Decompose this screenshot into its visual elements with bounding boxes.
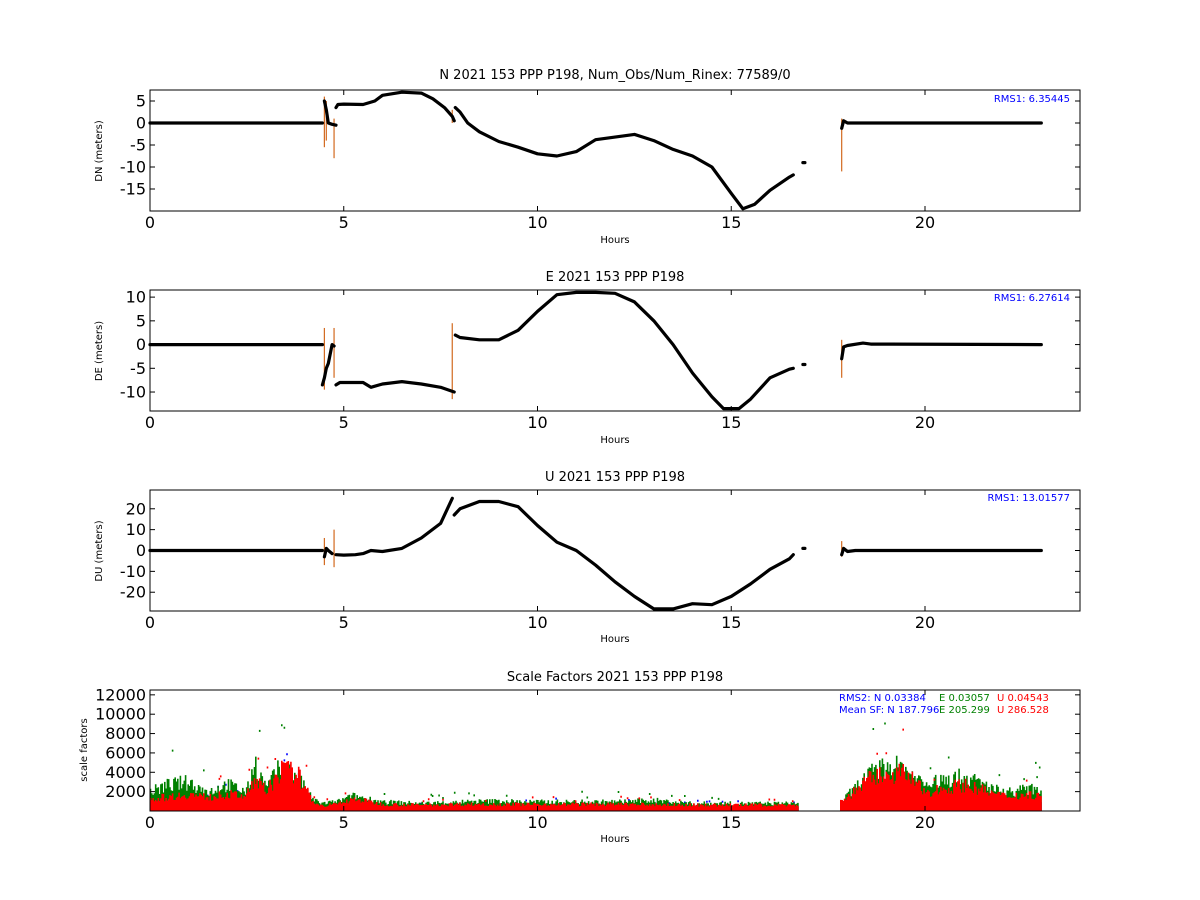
panel-east: E 2021 153 PPP P198 0 5 10 15 20 10 5 0 -5 -10 H… (94, 270, 1081, 446)
y-axis-label: DU (meters) (94, 520, 105, 581)
rms-annotation: RMS1: 13.01577 (987, 493, 1070, 504)
y-tick-label: -10 (120, 158, 146, 177)
position-series-segment (320, 343, 336, 387)
x-ticks: 0 5 10 15 20 (145, 290, 935, 432)
y-ticks: 10 5 0 -5 -10 (120, 288, 1080, 402)
y-tick-label: 20 (126, 499, 146, 518)
panel-title: Scale Factors 2021 153 PPP P198 (507, 670, 723, 685)
plot-frame (149, 89, 1081, 212)
y-axis-label: DN (meters) (94, 120, 105, 182)
position-series-segment (453, 106, 795, 211)
plot-frame (149, 689, 1081, 812)
y-tick-label: 2000 (105, 782, 146, 801)
rms-annotation: RMS1: 6.35445 (994, 94, 1070, 105)
rms-annotation: RMS1: 6.27614 (994, 293, 1070, 304)
x-tick-label: 0 (145, 213, 155, 232)
x-ticks: 0 5 10 15 20 (145, 490, 935, 632)
x-tick-label: 10 (527, 413, 547, 432)
y-tick-label: -15 (120, 180, 146, 199)
x-tick-label: 0 (145, 413, 155, 432)
x-tick-label: 10 (527, 813, 547, 832)
position-series-segment (453, 290, 795, 411)
x-tick-label: 15 (721, 813, 741, 832)
position-series-segment (452, 499, 795, 611)
y-tick-label: -5 (130, 359, 146, 378)
y-tick-label: 6000 (105, 743, 146, 762)
mean-sf-u-annotation: U 286.528 (997, 705, 1049, 716)
y-tick-label: 12000 (95, 685, 146, 704)
y-axis-label: DE (meters) (94, 321, 105, 381)
y-ticks: 5 0 -5 -10 -15 (120, 92, 1080, 199)
x-tick-label: 15 (721, 213, 741, 232)
x-axis-label: Hours (600, 435, 629, 446)
x-axis-label: Hours (600, 634, 629, 645)
panel-title: U 2021 153 PPP P198 (545, 470, 685, 485)
plot-frame (149, 289, 1081, 412)
y-tick-label: -20 (120, 583, 146, 602)
x-ticks: 0 5 10 15 20 (145, 690, 935, 832)
y-tick-label: 0 (136, 541, 146, 560)
position-series-segment (334, 496, 454, 557)
plot-marks (148, 290, 1043, 411)
y-tick-label: 0 (136, 335, 146, 354)
y-tick-label: 10000 (95, 705, 146, 724)
y-tick-label: 0 (136, 114, 146, 133)
x-tick-label: 5 (339, 613, 349, 632)
panel-title: E 2021 153 PPP P198 (546, 270, 685, 285)
x-axis-label: Hours (600, 235, 629, 246)
x-tick-label: 5 (339, 813, 349, 832)
x-tick-label: 5 (339, 213, 349, 232)
position-series-segment (840, 119, 1043, 130)
y-tick-label: 5 (136, 92, 146, 111)
plot-marks (148, 496, 1043, 611)
y-tick-label: -10 (120, 562, 146, 581)
plot-marks (148, 90, 1043, 211)
panel-scale-factors: Scale Factors 2021 153 PPP P198 0 5 10 15 20… (79, 670, 1081, 845)
x-tick-label: 20 (915, 613, 935, 632)
panel-title: N 2021 153 PPP P198, Num_Obs/Num_Rinex: … (439, 68, 790, 83)
y-tick-label: -10 (120, 383, 146, 402)
x-tick-label: 20 (915, 213, 935, 232)
x-tick-label: 0 (145, 813, 155, 832)
x-ticks: 0 5 10 15 20 (145, 90, 935, 232)
rms2-e-annotation: E 0.03057 (939, 693, 990, 704)
position-series-segment (322, 99, 338, 127)
x-tick-label: 20 (915, 413, 935, 432)
y-tick-label: 8000 (105, 724, 146, 743)
rms2-u-annotation: U 0.04543 (997, 693, 1049, 704)
y-tick-label: 5 (136, 311, 146, 330)
x-tick-label: 15 (721, 613, 741, 632)
y-tick-label: 4000 (105, 763, 146, 782)
mean-sf-e-annotation: E 205.299 (939, 705, 990, 716)
position-series-segment (322, 546, 334, 559)
panel-up: U 2021 153 PPP P198 0 5 10 15 20 20 10 0 -10 -20… (94, 470, 1081, 645)
y-tick-label: 10 (126, 288, 146, 307)
x-tick-label: 10 (527, 213, 547, 232)
y-axis-label: scale factors (79, 718, 90, 781)
y-tick-label: 10 (126, 520, 146, 539)
y-ticks: 20 10 0 -10 -20 (120, 499, 1080, 602)
x-tick-label: 10 (527, 613, 547, 632)
position-series-segment (840, 341, 1043, 361)
x-tick-label: 5 (339, 413, 349, 432)
position-series-segment (334, 380, 456, 394)
x-tick-label: 20 (915, 813, 935, 832)
position-series-segment (334, 90, 456, 123)
panel-north: N 2021 153 PPP P198, Num_Obs/Num_Rinex: … (94, 68, 1081, 246)
mean-sf-n-annotation: Mean SF: N 187.796 (839, 705, 939, 716)
rms2-n-annotation: RMS2: N 0.03384 (839, 693, 926, 704)
x-tick-label: 15 (721, 413, 741, 432)
y-tick-label: -5 (130, 136, 146, 155)
x-tick-label: 0 (145, 613, 155, 632)
position-series-segment (840, 546, 1043, 557)
x-axis-label: Hours (600, 834, 629, 845)
